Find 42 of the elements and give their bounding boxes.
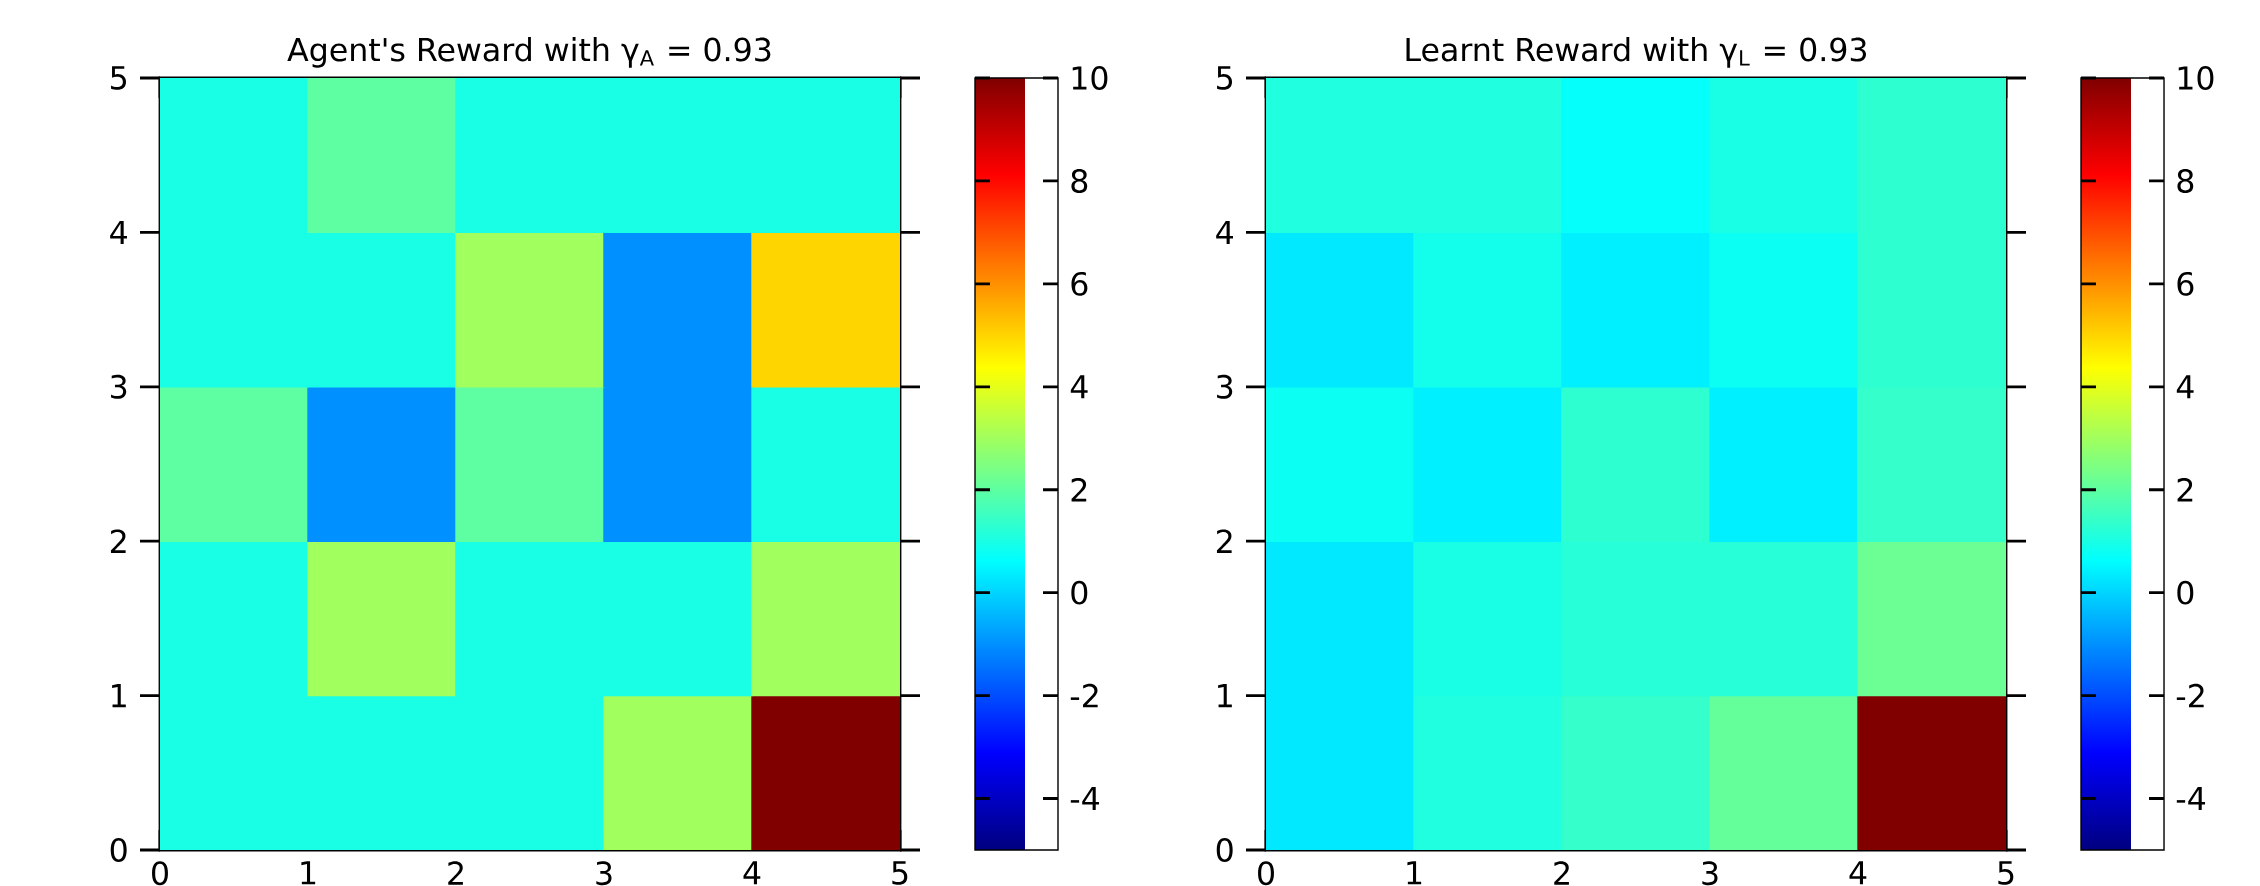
y-tick-label: 5 (1217, 66, 1233, 90)
y-tick-label: 4 (110, 220, 127, 244)
x-tick-label: 5 (892, 861, 908, 885)
y-tick-label: 1 (112, 684, 126, 708)
x-tick-label: 5 (1998, 861, 2014, 885)
color-bar-label: -4 (2176, 787, 2206, 811)
color-bar-label: -2 (2176, 683, 2204, 708)
color-bar-label: 2 (2177, 477, 2193, 502)
chart-title: Agent's Reward with γ$_{A}$ = 0.93 (287, 37, 771, 68)
x-tick-label: 4 (1849, 861, 1867, 885)
x-tick-label: 3 (596, 861, 612, 886)
x-tick-label: 0 (152, 861, 168, 886)
y-tick-label: 0 (110, 838, 127, 862)
y-tick-label: 3 (1217, 374, 1233, 399)
color-bar-label: 6 (1071, 271, 1088, 296)
color-bar-label: 4 (1070, 375, 1088, 399)
y-tick-label: 4 (1216, 220, 1233, 244)
y-tick-label: 1 (1218, 684, 1232, 708)
color-bar-label: 6 (2177, 271, 2194, 296)
x-tick-label: 2 (448, 861, 463, 885)
color-bar-label: -4 (1070, 787, 1100, 811)
x-tick-label: 1 (1407, 861, 1422, 885)
x-tick-label: 3 (1702, 861, 1718, 886)
y-tick-label: 2 (1216, 529, 1232, 553)
y-tick-label: 2 (110, 529, 126, 553)
x-tick-label: 0 (1258, 861, 1274, 886)
color-bar-label: 4 (2176, 375, 2194, 399)
color-bar-label: 0 (2177, 580, 2194, 605)
color-bar-label: 10 (1072, 66, 1108, 90)
chart-title: Learnt Reward with γ$_{L}$ = 0.93 (1406, 37, 1867, 68)
x-tick-label: 1 (301, 861, 316, 885)
color-bar-label: -2 (1070, 683, 1098, 708)
color-bar-label: 2 (1071, 477, 1087, 502)
color-bar-label: 8 (1071, 168, 1088, 193)
y-tick-label: 0 (1216, 838, 1233, 862)
x-tick-label: 4 (743, 861, 761, 885)
x-tick-label: 2 (1554, 861, 1569, 885)
color-bar-label: 0 (1071, 580, 1088, 605)
color-bar-label: 8 (2177, 168, 2194, 193)
y-tick-label: 3 (111, 374, 127, 399)
color-bar-label: 10 (2178, 66, 2214, 90)
y-tick-label: 5 (111, 66, 126, 90)
